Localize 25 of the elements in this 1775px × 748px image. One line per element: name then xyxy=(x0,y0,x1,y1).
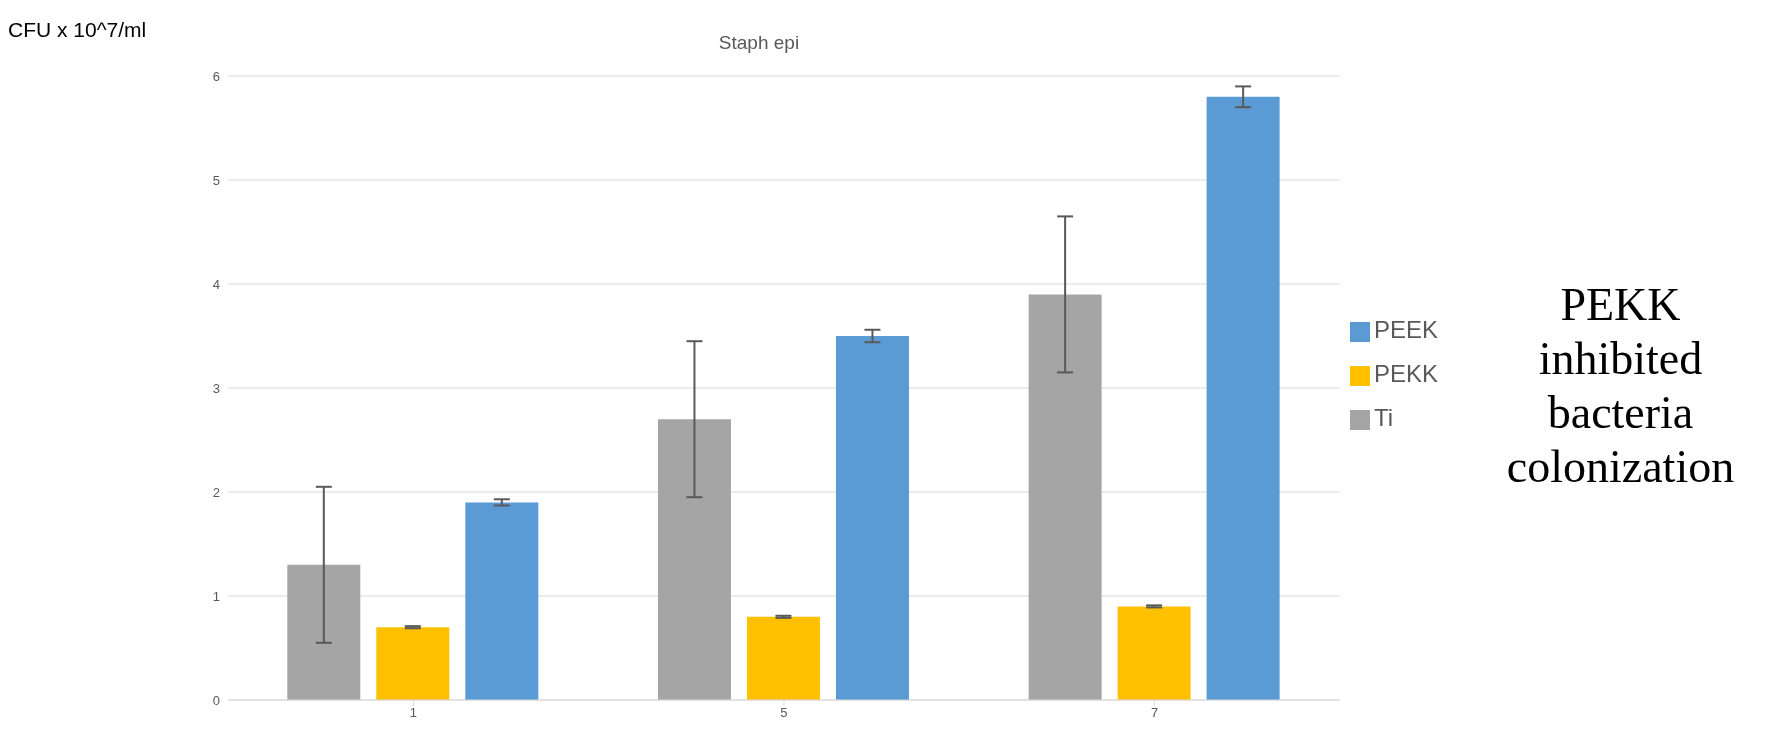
bar xyxy=(835,336,909,700)
x-tick-label: 5 xyxy=(780,705,788,721)
bar xyxy=(376,627,450,700)
y-tick-label: 2 xyxy=(212,484,220,500)
y-tick-label: 4 xyxy=(212,276,220,292)
x-tick-label: 1 xyxy=(409,705,417,721)
bar xyxy=(1206,96,1280,700)
chart-title: Staph epi xyxy=(717,32,801,54)
y-tick-label: 6 xyxy=(212,68,220,84)
y-tick-label: 0 xyxy=(212,692,220,708)
bar xyxy=(1028,294,1102,700)
y-tick-label: 1 xyxy=(212,588,220,604)
bar xyxy=(657,419,731,700)
bar xyxy=(746,616,820,700)
bar xyxy=(1117,606,1191,700)
legend-label: PEEK xyxy=(1373,316,1438,343)
legend-label: PEKK xyxy=(1373,360,1438,387)
y-tick-label: 3 xyxy=(212,380,220,396)
bar xyxy=(465,502,539,700)
text: PEKK inhibited bacteria colonization xyxy=(1505,278,1736,494)
x-tick-label: 7 xyxy=(1151,705,1159,721)
legend-label: Ti xyxy=(1373,404,1394,431)
bar xyxy=(287,564,361,700)
y-tick-label: 5 xyxy=(212,172,220,188)
y-axis-title: CFU x 10^7/ml xyxy=(8,18,147,42)
